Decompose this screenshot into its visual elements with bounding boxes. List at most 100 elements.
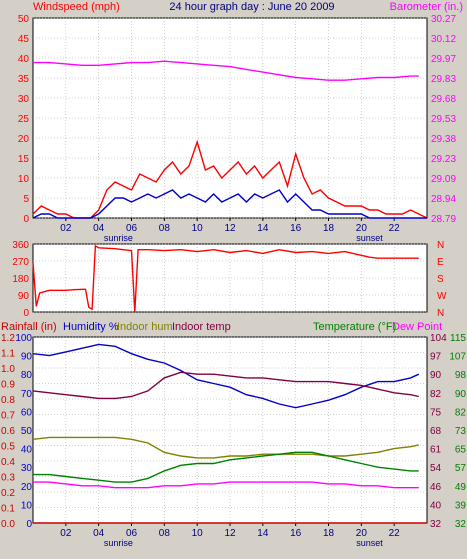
compass-y-tick-label: E xyxy=(437,257,444,268)
windspeed-average-line xyxy=(32,189,427,219)
rainfall-y-tick-label: 0.2 xyxy=(1,488,15,499)
wind-x-tick-label: 04 xyxy=(93,223,105,234)
barometer-y-tick-label: 30.27 xyxy=(431,14,456,25)
dewpoint-y-tick-label: 90 xyxy=(455,389,467,400)
temperature-y-tick-label: 104 xyxy=(430,333,447,344)
compass-y-tick-label: S xyxy=(437,274,444,285)
dewpoint-y-tick-label: 115 xyxy=(450,333,466,344)
rainfall-y-tick-label: 0.7 xyxy=(1,411,15,422)
dewpoint-y-tick-label: 32 xyxy=(455,519,467,530)
barometer-y-tick-label: 29.09 xyxy=(431,174,456,185)
rainfall-y-tick-label: 0.6 xyxy=(1,426,15,437)
rainfall-y-tick-label: 0.0 xyxy=(1,519,15,530)
humidity-y-tick-label: 70 xyxy=(21,389,33,400)
dewpoint-y-tick-label: 39 xyxy=(455,500,467,511)
temperature-y-tick-label: 75 xyxy=(430,407,442,418)
humidity-y-tick-label: 80 xyxy=(21,370,33,381)
temperature-y-tick-label: 54 xyxy=(430,463,442,474)
climate-sunrise-marker: sunrise xyxy=(104,538,133,548)
wind-y-tick-label: 0 xyxy=(23,214,29,225)
wind-direction-line xyxy=(32,244,419,313)
wind-y-tick-label: 40 xyxy=(18,54,30,65)
wind-y-tick-label: 25 xyxy=(18,114,30,125)
rainfall-axis-label: Rainfall (in) xyxy=(1,321,57,333)
barometer-y-tick-label: 29.68 xyxy=(431,94,456,105)
wind-y-tick-label: 5 xyxy=(23,194,29,205)
direction-y-tick-label: 180 xyxy=(12,274,29,285)
compass-y-tick-label: N xyxy=(437,240,444,251)
dewpoint-y-tick-label: 107 xyxy=(449,352,466,363)
barometer-y-tick-label: 29.53 xyxy=(431,114,456,125)
rainfall-y-tick-label: 1.2 xyxy=(1,333,15,344)
barometer-axis-label: Barometer (in.) xyxy=(390,1,463,13)
temperature-y-tick-label: 32 xyxy=(430,519,442,530)
wind-sunrise-marker: sunrise xyxy=(104,233,133,243)
humidity-y-tick-label: 50 xyxy=(21,426,33,437)
humidity-line xyxy=(32,343,420,409)
wind-y-tick-label: 45 xyxy=(18,34,30,45)
temperature-y-tick-label: 68 xyxy=(430,426,442,437)
barometer-y-tick-label: 28.94 xyxy=(431,194,456,205)
indoor-temp-label: Indoor temp xyxy=(172,321,231,333)
temperature-y-tick-label: 61 xyxy=(430,445,442,456)
barometer-line xyxy=(33,60,419,81)
wind-y-tick-label: 20 xyxy=(18,134,30,145)
temperature-y-tick-label: 90 xyxy=(430,370,442,381)
humidity-y-tick-label: 30 xyxy=(21,463,33,474)
direction-y-tick-label: 270 xyxy=(12,257,29,268)
climate-x-tick-label: 08 xyxy=(159,528,171,539)
wind-y-tick-label: 50 xyxy=(18,14,30,25)
climate-x-tick-label: 04 xyxy=(93,528,105,539)
temperature-y-tick-label: 82 xyxy=(430,389,442,400)
humidity-axis-label: Humidity % xyxy=(63,321,119,333)
wind-x-tick-label: 22 xyxy=(389,223,401,234)
barometer-y-tick-label: 28.79 xyxy=(431,214,456,225)
rainfall-y-tick-label: 1.1 xyxy=(1,349,15,360)
climate-x-tick-label: 16 xyxy=(290,528,302,539)
windspeed-gust-line xyxy=(32,139,428,219)
wind-x-tick-label: 18 xyxy=(323,223,335,234)
wind-x-tick-label: 10 xyxy=(192,223,204,234)
climate-x-tick-label: 12 xyxy=(224,528,236,539)
dewpoint-y-tick-label: 73 xyxy=(455,426,467,437)
humidity-y-tick-label: 100 xyxy=(15,333,32,344)
rainfall-y-tick-label: 0.8 xyxy=(1,395,15,406)
rainfall-y-tick-label: 1.0 xyxy=(1,364,15,375)
barometer-y-tick-label: 30.12 xyxy=(431,34,456,45)
rainfall-y-tick-label: 0.5 xyxy=(1,442,15,453)
wind-x-tick-label: 12 xyxy=(224,223,236,234)
dew-point-axis-label: Dew Point xyxy=(392,321,442,333)
barometer-y-tick-label: 29.97 xyxy=(431,54,456,65)
compass-y-tick-label: N xyxy=(437,308,444,319)
wind-y-tick-label: 35 xyxy=(18,74,30,85)
dewpoint-y-tick-label: 49 xyxy=(455,482,467,493)
climate-x-tick-label: 14 xyxy=(257,528,269,539)
wind-sunset-marker: sunset xyxy=(356,233,383,243)
humidity-y-tick-label: 90 xyxy=(21,352,33,363)
graph-title: 24 hour graph day : June 20 2009 xyxy=(169,1,334,13)
wind-y-tick-label: 15 xyxy=(18,154,30,165)
barometer-y-tick-label: 29.38 xyxy=(431,134,456,145)
climate-x-tick-label: 18 xyxy=(323,528,335,539)
wind-x-tick-label: 14 xyxy=(257,223,269,234)
compass-y-tick-label: W xyxy=(437,291,447,302)
barometer-y-tick-label: 29.23 xyxy=(431,154,456,165)
wind-y-tick-label: 30 xyxy=(18,94,30,105)
climate-sunset-marker: sunset xyxy=(356,538,383,548)
climate-x-tick-label: 20 xyxy=(356,528,368,539)
humidity-y-tick-label: 0 xyxy=(26,519,32,530)
temperature-y-tick-label: 97 xyxy=(430,352,442,363)
indoor-temp-line xyxy=(32,371,419,400)
direction-y-tick-label: 360 xyxy=(12,240,29,251)
dewpoint-y-tick-label: 65 xyxy=(455,445,467,456)
dewpoint-y-tick-label: 98 xyxy=(455,370,467,381)
dewpoint-y-tick-label: 82 xyxy=(455,407,467,418)
climate-x-tick-label: 10 xyxy=(192,528,204,539)
temperature-line xyxy=(33,451,419,483)
rainfall-y-tick-label: 0.3 xyxy=(1,473,15,484)
indoor-hum-line xyxy=(32,436,419,459)
windspeed-axis-label: Windspeed (mph) xyxy=(33,1,120,13)
wind-x-tick-label: 02 xyxy=(60,223,72,234)
